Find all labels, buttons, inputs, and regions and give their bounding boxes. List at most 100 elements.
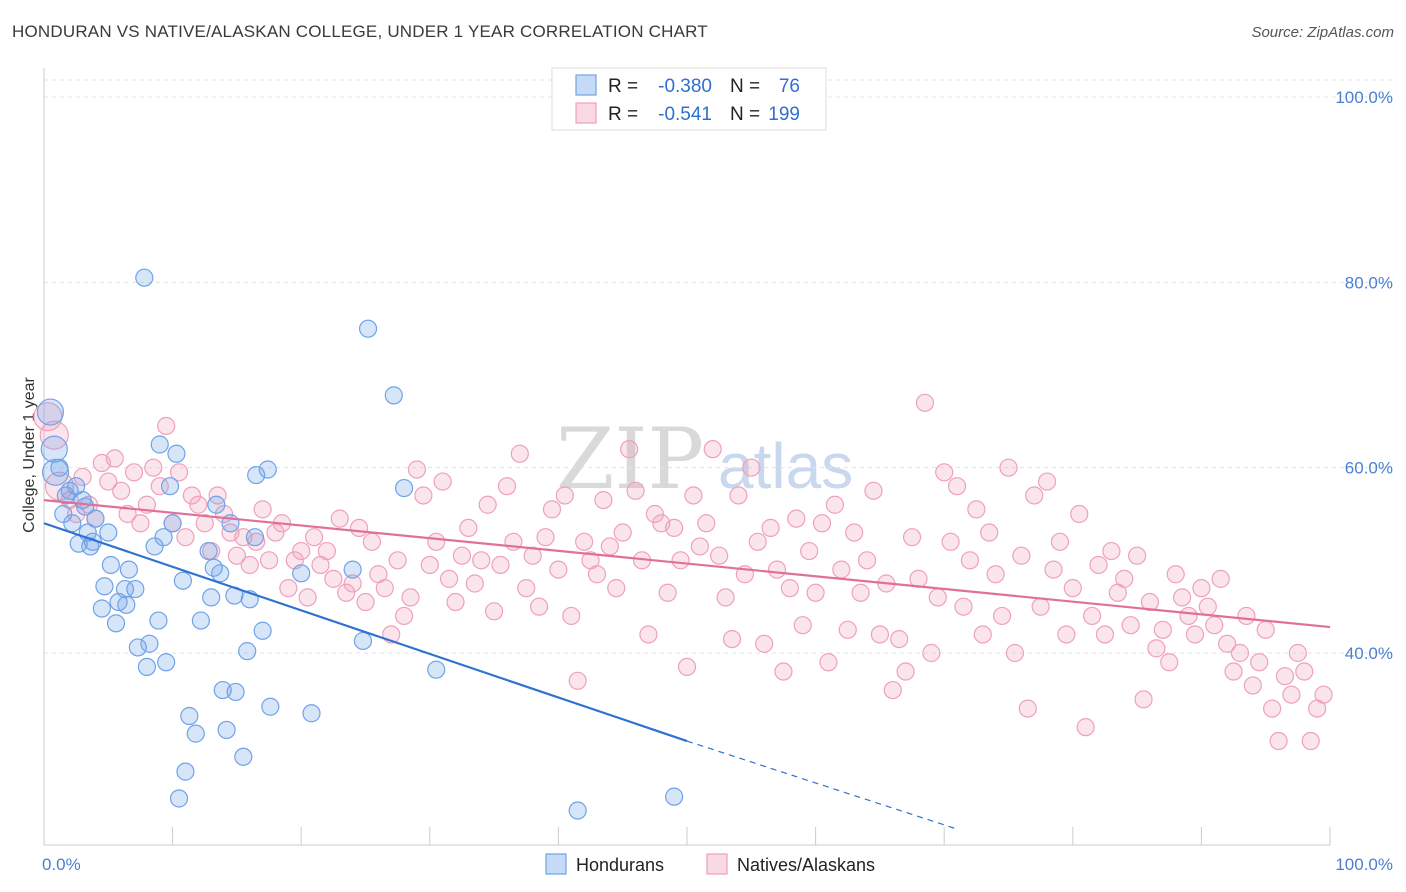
point-natives-alaskans [555, 486, 574, 505]
bottom-legend-label: Hondurans [576, 855, 664, 875]
point-hondurans [135, 268, 154, 287]
point-natives-alaskans [317, 541, 337, 561]
point-natives-alaskans [1050, 532, 1070, 551]
point-natives-alaskans [1218, 634, 1237, 653]
point-hondurans [234, 747, 253, 766]
point-natives-alaskans [1012, 546, 1031, 565]
legend-box: R = -0.380 N = 76 R = -0.541 N = 199 [551, 67, 827, 131]
point-natives-alaskans [928, 588, 947, 607]
point-natives-alaskans [330, 509, 349, 528]
point-natives-alaskans [523, 546, 542, 565]
legend-r-label: R = [608, 104, 638, 125]
y-axis-title: College, Under 1 year [21, 377, 38, 533]
point-natives-alaskans [967, 500, 986, 519]
x-tick-label-left: 0.0% [42, 855, 81, 874]
point-natives-alaskans [665, 518, 684, 538]
point-natives-alaskans [748, 532, 767, 551]
point-natives-alaskans [1018, 699, 1037, 718]
legend-n-value: 199 [768, 104, 800, 125]
legend-n-label: N = [730, 104, 760, 125]
point-natives-alaskans [304, 528, 324, 547]
point-natives-alaskans [787, 509, 806, 528]
point-natives-alaskans [896, 662, 915, 681]
point-natives-alaskans [1095, 625, 1115, 644]
point-natives-alaskans [819, 653, 838, 672]
y-tick-label: 80.0% [1345, 273, 1393, 292]
point-natives-alaskans [851, 583, 870, 602]
point-natives-alaskans [1057, 625, 1076, 644]
point-hondurans [128, 638, 147, 657]
point-hondurans [169, 789, 189, 808]
point-natives-alaskans [510, 444, 529, 463]
point-natives-alaskans [722, 629, 742, 649]
point-natives-alaskans [1192, 579, 1211, 598]
point-natives-alaskans [182, 486, 201, 505]
point-natives-alaskans [401, 588, 420, 607]
watermark-atlas: atlas [718, 430, 853, 502]
point-hondurans [568, 801, 587, 820]
bottom-legend-swatch [706, 853, 728, 875]
x-tick-label-right: 100.0% [1335, 855, 1393, 874]
trend-lines [43, 499, 1331, 830]
point-hondurans [106, 614, 126, 633]
point-natives-alaskans [169, 463, 189, 482]
point-natives-alaskans [459, 518, 478, 538]
point-natives-alaskans [1263, 699, 1282, 718]
point-natives-alaskans [902, 528, 922, 547]
point-natives-alaskans [1205, 616, 1224, 635]
point-natives-alaskans [1230, 643, 1250, 663]
point-hondurans [119, 560, 138, 579]
point-natives-alaskans [433, 472, 452, 491]
point-natives-alaskans [703, 440, 722, 459]
point-natives-alaskans [716, 588, 735, 607]
point-natives-alaskans [575, 532, 594, 551]
point-natives-alaskans [864, 481, 883, 500]
point-natives-alaskans [195, 514, 214, 533]
point-hondurans [163, 514, 182, 533]
point-hondurans [126, 579, 145, 599]
point-natives-alaskans [517, 579, 536, 598]
y-tick-label: 40.0% [1345, 644, 1393, 663]
point-natives-alaskans [1070, 504, 1089, 524]
point-natives-alaskans [890, 629, 909, 649]
point-natives-alaskans [883, 680, 902, 700]
point-hondurans [50, 458, 69, 477]
trend-line-hondurans-extension [686, 740, 958, 830]
point-natives-alaskans [112, 481, 131, 500]
point-natives-alaskans [324, 569, 343, 588]
point-natives-alaskans [1102, 541, 1121, 561]
point-hondurans [99, 523, 118, 542]
point-natives-alaskans [922, 643, 941, 663]
point-hondurans [665, 787, 684, 806]
point-natives-alaskans [806, 583, 825, 602]
point-natives-alaskans [259, 551, 279, 570]
point-natives-alaskans [594, 491, 613, 510]
point-natives-alaskans [793, 616, 812, 635]
point-natives-alaskans [986, 565, 1005, 584]
point-natives-alaskans [729, 486, 748, 505]
point-hondurans [394, 478, 414, 498]
point-hondurans [117, 595, 136, 614]
point-natives-alaskans [105, 449, 124, 468]
legend-swatch [575, 102, 597, 124]
point-natives-alaskans [150, 477, 169, 496]
point-natives-alaskans [755, 634, 774, 653]
point-natives-alaskans [1089, 555, 1108, 575]
point-natives-alaskans [1140, 592, 1160, 612]
point-natives-alaskans [542, 500, 562, 519]
point-natives-alaskans [845, 523, 864, 542]
point-hondurans [86, 509, 105, 528]
point-natives-alaskans [1269, 731, 1288, 751]
point-natives-alaskans [362, 532, 382, 551]
point-natives-alaskans [780, 579, 799, 598]
trend-line-hondurans [43, 522, 688, 743]
point-natives-alaskans [915, 393, 935, 412]
point-natives-alaskans [253, 500, 272, 519]
point-hondurans [353, 631, 373, 651]
point-hondurans [191, 611, 210, 630]
point-natives-alaskans [1301, 731, 1320, 751]
point-natives-alaskans [189, 495, 208, 514]
point-hondurans [202, 588, 221, 607]
point-natives-alaskans [1250, 653, 1269, 672]
point-hondurans [427, 660, 446, 679]
